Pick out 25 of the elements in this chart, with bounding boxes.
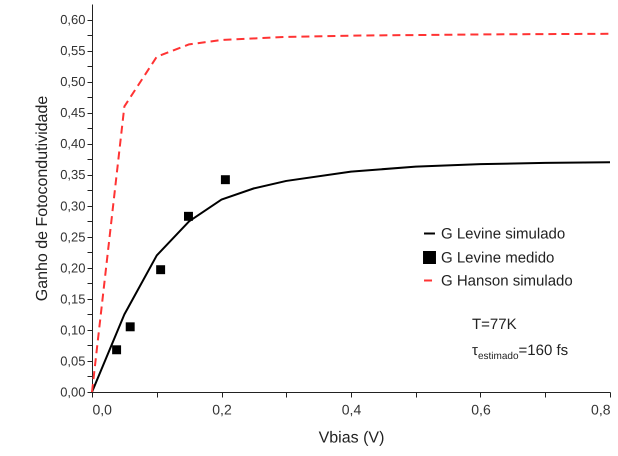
- y-tick-label: 0,25: [60, 229, 86, 244]
- y-tick-label: 0,45: [60, 105, 86, 120]
- legend-label: G Levine medido: [441, 250, 554, 266]
- y-axis-title: Ganho de Fotocondutividade: [34, 96, 52, 302]
- x-axis-title: Vbias (V): [318, 430, 384, 446]
- y-tick-label: 0,35: [60, 167, 86, 182]
- annotation: τ$_{estimado}$=160 fs: [472, 341, 568, 364]
- x-tick-label: 0,8: [591, 402, 611, 418]
- annotation: T=77K: [472, 315, 518, 335]
- y-tick-label: 0,55: [60, 43, 86, 58]
- y-tick-label: 0,20: [60, 260, 86, 276]
- legend-label: G Hanson simulado: [441, 272, 573, 290]
- y-tick-label: 0,05: [60, 353, 86, 368]
- y-tick-label: 0,10: [60, 322, 86, 338]
- y-tick-label: 0,50: [60, 74, 86, 90]
- legend-label: G Levine simulado: [441, 226, 566, 242]
- x-tick-label: 0,6: [471, 402, 491, 418]
- y-tick-label: 0,30: [60, 198, 86, 214]
- x-tick-label: 0,2: [212, 402, 232, 418]
- x-tick-label: 0,4: [342, 402, 362, 418]
- y-tick-label: 0,00: [60, 384, 86, 400]
- y-tick-label: 0,60: [60, 12, 86, 28]
- y-tick-label: 0,15: [60, 291, 86, 306]
- x-tick-label: 0,0: [92, 402, 112, 418]
- y-tick-label: 0,40: [60, 136, 86, 152]
